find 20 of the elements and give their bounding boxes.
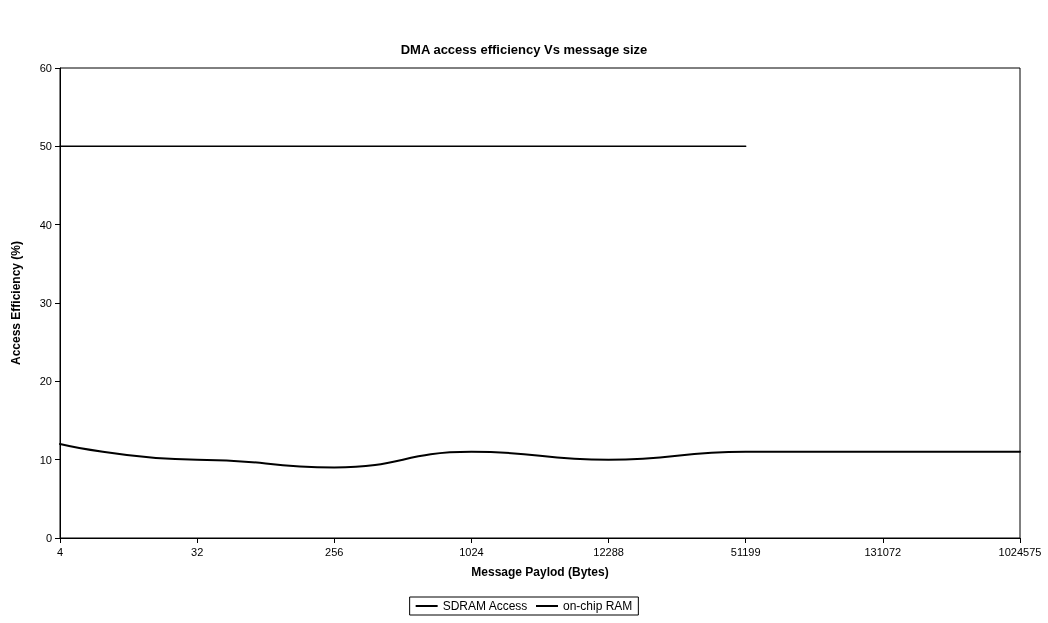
x-tick-label: 12288 bbox=[593, 545, 624, 558]
legend-label: on-chip RAM bbox=[563, 599, 633, 613]
x-tick-label: 131072 bbox=[864, 545, 902, 558]
y-tick-label: 20 bbox=[39, 375, 52, 388]
x-tick-label: 32 bbox=[191, 545, 204, 558]
x-tick-label: 51199 bbox=[730, 545, 761, 558]
y-tick-label: 40 bbox=[39, 218, 52, 231]
y-tick-label: 50 bbox=[39, 140, 52, 153]
chart-title: DMA access efficiency Vs message size bbox=[400, 42, 648, 57]
x-tick-label: 256 bbox=[325, 545, 344, 558]
x-tick-label: 1024 bbox=[459, 545, 484, 558]
y-tick-label: 0 bbox=[45, 532, 52, 544]
x-tick-label: 1024575 bbox=[998, 545, 1042, 558]
y-tick-label: 10 bbox=[39, 453, 52, 466]
x-axis-title: Message Paylod (Bytes) bbox=[471, 565, 609, 579]
y-tick-label: 60 bbox=[39, 62, 52, 74]
x-tick-label: 4 bbox=[56, 545, 64, 558]
legend-label: SDRAM Access bbox=[442, 599, 528, 613]
y-tick-label: 30 bbox=[39, 297, 52, 309]
y-axis-title: Access Efficiency (%) bbox=[9, 240, 23, 366]
